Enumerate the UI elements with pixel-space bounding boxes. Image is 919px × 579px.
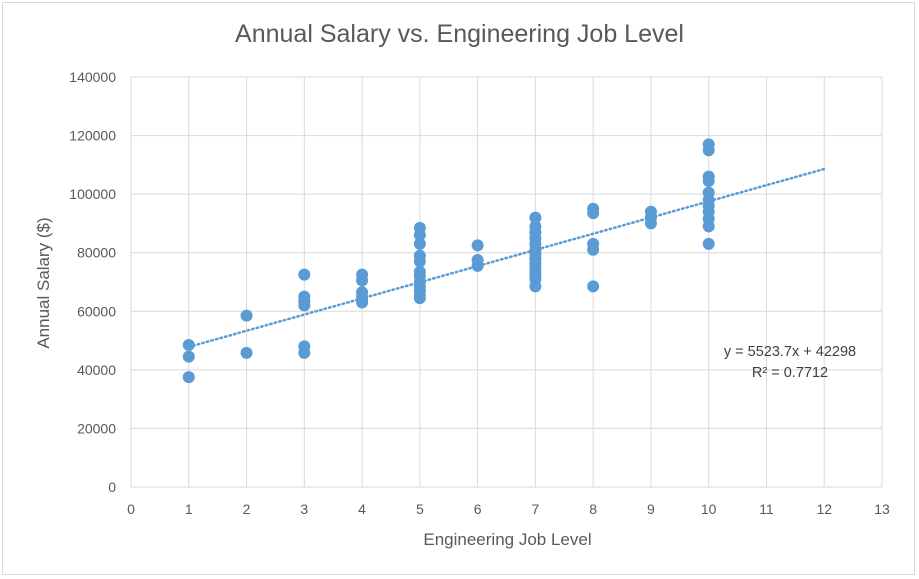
y-tick-label: 80000	[77, 245, 116, 261]
data-point	[356, 274, 369, 287]
trendline	[187, 167, 826, 349]
chart-title: Annual Salary vs. Engineering Job Level	[235, 20, 684, 48]
data-point	[413, 229, 426, 242]
trendline-equation: y = 5523.7x + 42298	[723, 344, 857, 360]
y-tick-label: 40000	[77, 362, 116, 378]
data-point	[413, 237, 426, 250]
x-axis-title: Engineering Job Level	[423, 530, 592, 549]
x-tick-label: 8	[589, 501, 597, 517]
data-point	[529, 280, 542, 293]
x-tick-label: 0	[127, 501, 135, 517]
x-tick-label: 2	[243, 501, 251, 517]
data-point	[702, 237, 715, 250]
data-point	[702, 220, 715, 233]
data-point	[298, 299, 311, 312]
x-tick-label: 1	[185, 501, 193, 517]
x-tick-label: 3	[300, 501, 308, 517]
y-tick-label: 120000	[69, 128, 116, 144]
x-tick-label: 9	[647, 501, 655, 517]
trendline-r-squared: R² = 0.7712	[751, 365, 829, 381]
y-tick-label: 60000	[77, 303, 116, 319]
data-point	[471, 239, 484, 252]
x-tick-label: 11	[759, 501, 774, 517]
data-point	[587, 243, 600, 256]
data-point	[240, 309, 253, 322]
y-tick-label: 140000	[69, 69, 116, 85]
data-point	[182, 338, 195, 351]
data-point	[413, 255, 426, 268]
x-tick-label: 6	[474, 501, 482, 517]
data-point	[702, 144, 715, 157]
data-point	[182, 350, 195, 363]
data-point	[413, 292, 426, 305]
data-point	[356, 296, 369, 309]
data-point	[587, 280, 600, 293]
trendline-label: y = 5523.7x + 42298 R² = 0.7712	[685, 342, 895, 384]
x-tick-label: 7	[531, 501, 539, 517]
x-tick-label: 4	[358, 501, 366, 517]
data-point	[644, 217, 657, 230]
y-tick-label: 100000	[69, 186, 116, 202]
y-tick-label: 0	[108, 479, 116, 495]
x-tick-label: 13	[874, 501, 890, 517]
data-point	[529, 211, 542, 224]
x-tick-label: 5	[416, 501, 424, 517]
data-point	[298, 346, 311, 359]
x-tick-label: 10	[701, 501, 717, 517]
y-axis-title: Annual Salary ($)	[34, 217, 53, 349]
data-point	[471, 259, 484, 272]
y-tick-label: 20000	[77, 420, 116, 436]
data-point	[587, 207, 600, 220]
data-point	[298, 268, 311, 281]
data-point	[240, 346, 253, 359]
data-point	[702, 174, 715, 187]
data-point	[182, 371, 195, 384]
x-tick-label: 12	[816, 501, 832, 517]
